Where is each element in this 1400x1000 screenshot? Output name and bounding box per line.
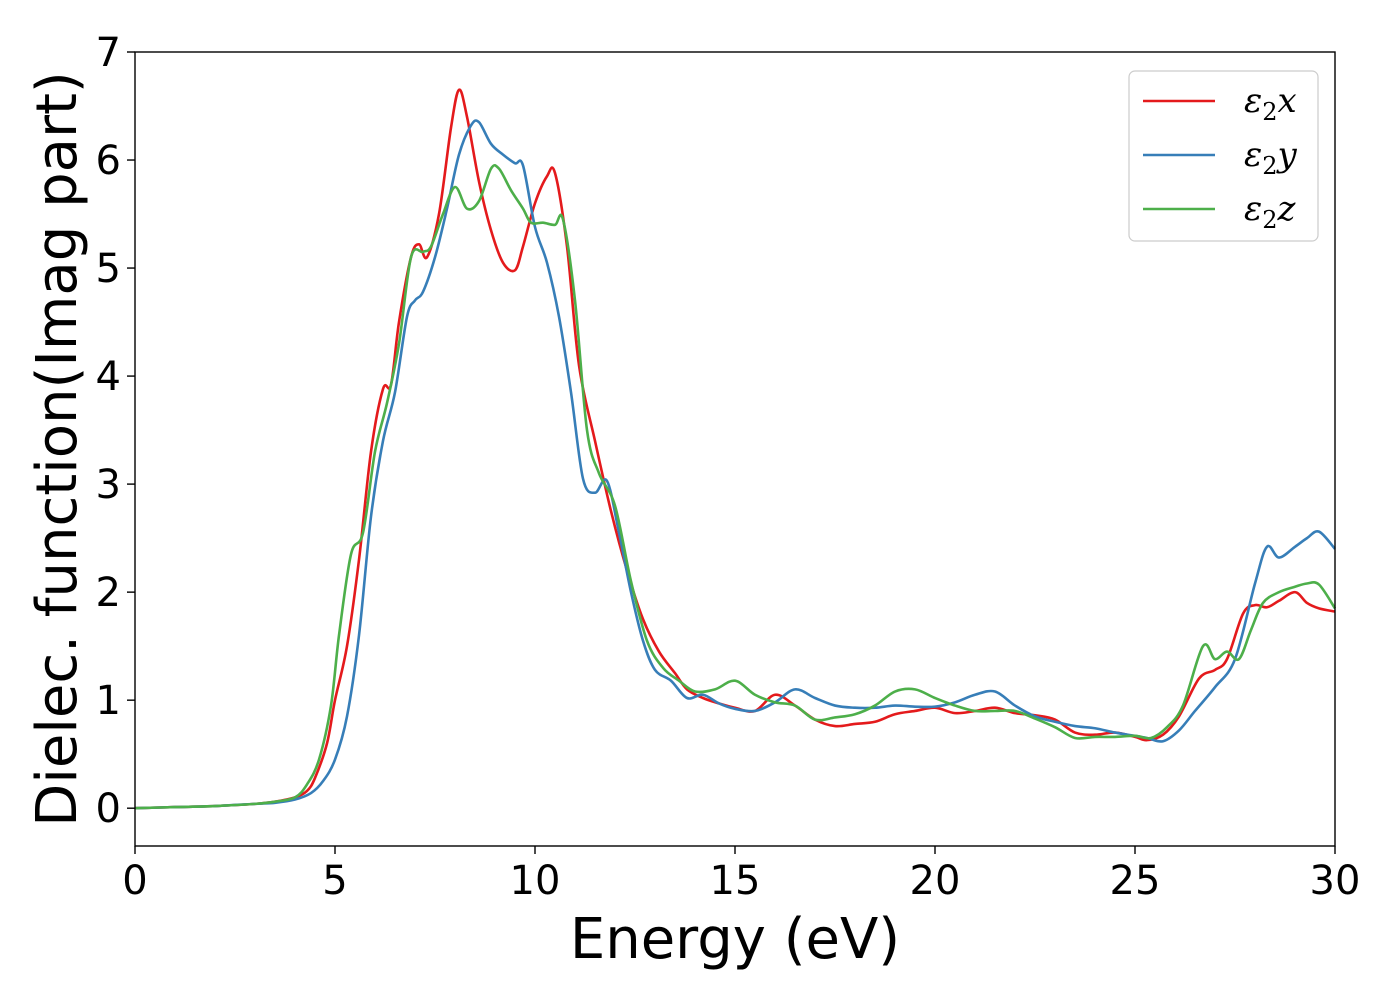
y-tick-label: 7 [96, 30, 121, 76]
series-line-z [134, 163, 1337, 810]
y-tick-label: 3 [96, 462, 121, 508]
legend-label-x: ε2x [1244, 81, 1297, 126]
x-tick-label: 10 [510, 858, 561, 904]
y-tick-label: 1 [96, 678, 121, 724]
y-axis-label: Dielec. function(Imag part) [25, 71, 90, 827]
x-tick-label: 15 [710, 858, 761, 904]
x-tick-label: 30 [1310, 858, 1361, 904]
x-tick-label: 0 [122, 858, 147, 904]
tick-layer: 0 5 10 15 20 25 30 0 1 2 3 4 5 6 7 [96, 30, 1361, 904]
legend-box [1128, 70, 1319, 242]
legend-label-y: ε2y [1244, 135, 1298, 180]
series-layer [134, 88, 1337, 810]
series-line-x [134, 88, 1336, 810]
x-tick-label: 5 [322, 858, 347, 904]
x-axis-label: Energy (eV) [570, 907, 900, 972]
y-tick-label: 5 [96, 246, 121, 292]
legend-label-z: ε2z [1244, 189, 1297, 234]
y-tick-label: 0 [96, 786, 121, 832]
y-tick-label: 2 [96, 570, 121, 616]
legend: ε2x ε2y ε2z [1128, 70, 1319, 242]
x-tick-label: 20 [910, 858, 961, 904]
y-tick-label: 4 [96, 354, 121, 400]
y-tick-label: 6 [96, 138, 121, 184]
x-tick-label: 25 [1110, 858, 1161, 904]
